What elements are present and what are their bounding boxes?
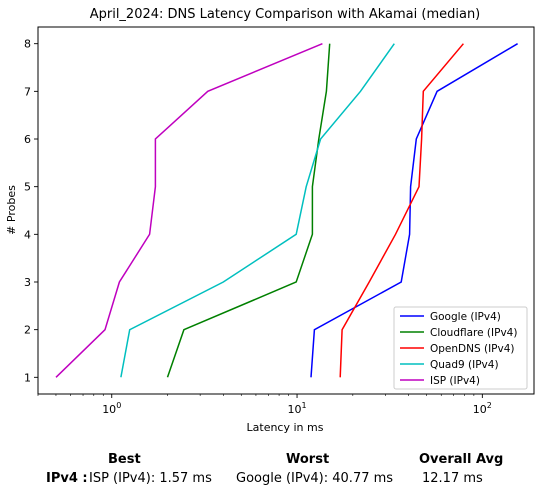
legend: Google (IPv4) Cloudflare (IPv4) OpenDNS (I… <box>393 306 528 390</box>
series-line-4 <box>55 43 323 378</box>
series-line-1 <box>166 43 331 378</box>
summary-row-label: IPv4 : <box>46 471 88 486</box>
y-tick-label: 8 <box>24 38 31 51</box>
y-tick-label: 3 <box>24 276 31 289</box>
y-tick-label: 4 <box>24 228 31 241</box>
y-tick-label: 1 <box>24 371 31 384</box>
legend-label-2: OpenDNS (IPv4) <box>430 343 515 355</box>
legend-label-4: ISP (IPv4) <box>430 375 480 387</box>
series-line-2 <box>339 43 464 378</box>
summary-header-best: Best <box>108 452 141 467</box>
y-axis: 1 2 3 4 5 6 7 8 <box>24 38 38 384</box>
y-tick-label: 7 <box>24 85 31 98</box>
x-axis-label: Latency in ms <box>247 421 324 434</box>
x-axis: 100 101 102 <box>37 394 492 416</box>
latency-chart: April_2024: DNS Latency Comparison with … <box>5 7 535 434</box>
legend-box <box>393 306 528 390</box>
summary-header-overall-avg: Overall Avg <box>419 452 504 467</box>
y-tick-label: 5 <box>24 181 31 194</box>
summary-worst-value: Google (IPv4): 40.77 ms <box>236 471 394 486</box>
x-tick-label: 101 <box>287 401 306 416</box>
plot-frame <box>37 26 535 395</box>
legend-label-3: Quad9 (IPv4) <box>430 359 499 371</box>
y-tick-label: 2 <box>24 324 31 337</box>
y-axis-label: # Probes <box>5 185 18 235</box>
legend-label-0: Google (IPv4) <box>430 311 501 323</box>
summary-overall-avg-value: 12.17 ms <box>422 471 483 486</box>
y-tick-label: 6 <box>24 133 31 146</box>
summary-best-value: ISP (IPv4): 1.57 ms <box>89 471 212 486</box>
chart-title: April_2024: DNS Latency Comparison with … <box>90 7 481 22</box>
series-layer <box>55 43 518 378</box>
legend-label-1: Cloudflare (IPv4) <box>430 327 517 339</box>
series-line-3 <box>120 43 395 378</box>
series-line-0 <box>310 43 518 378</box>
x-tick-label: 102 <box>473 401 492 416</box>
summary-header-worst: Worst <box>286 452 330 467</box>
x-tick-label: 100 <box>102 401 121 416</box>
